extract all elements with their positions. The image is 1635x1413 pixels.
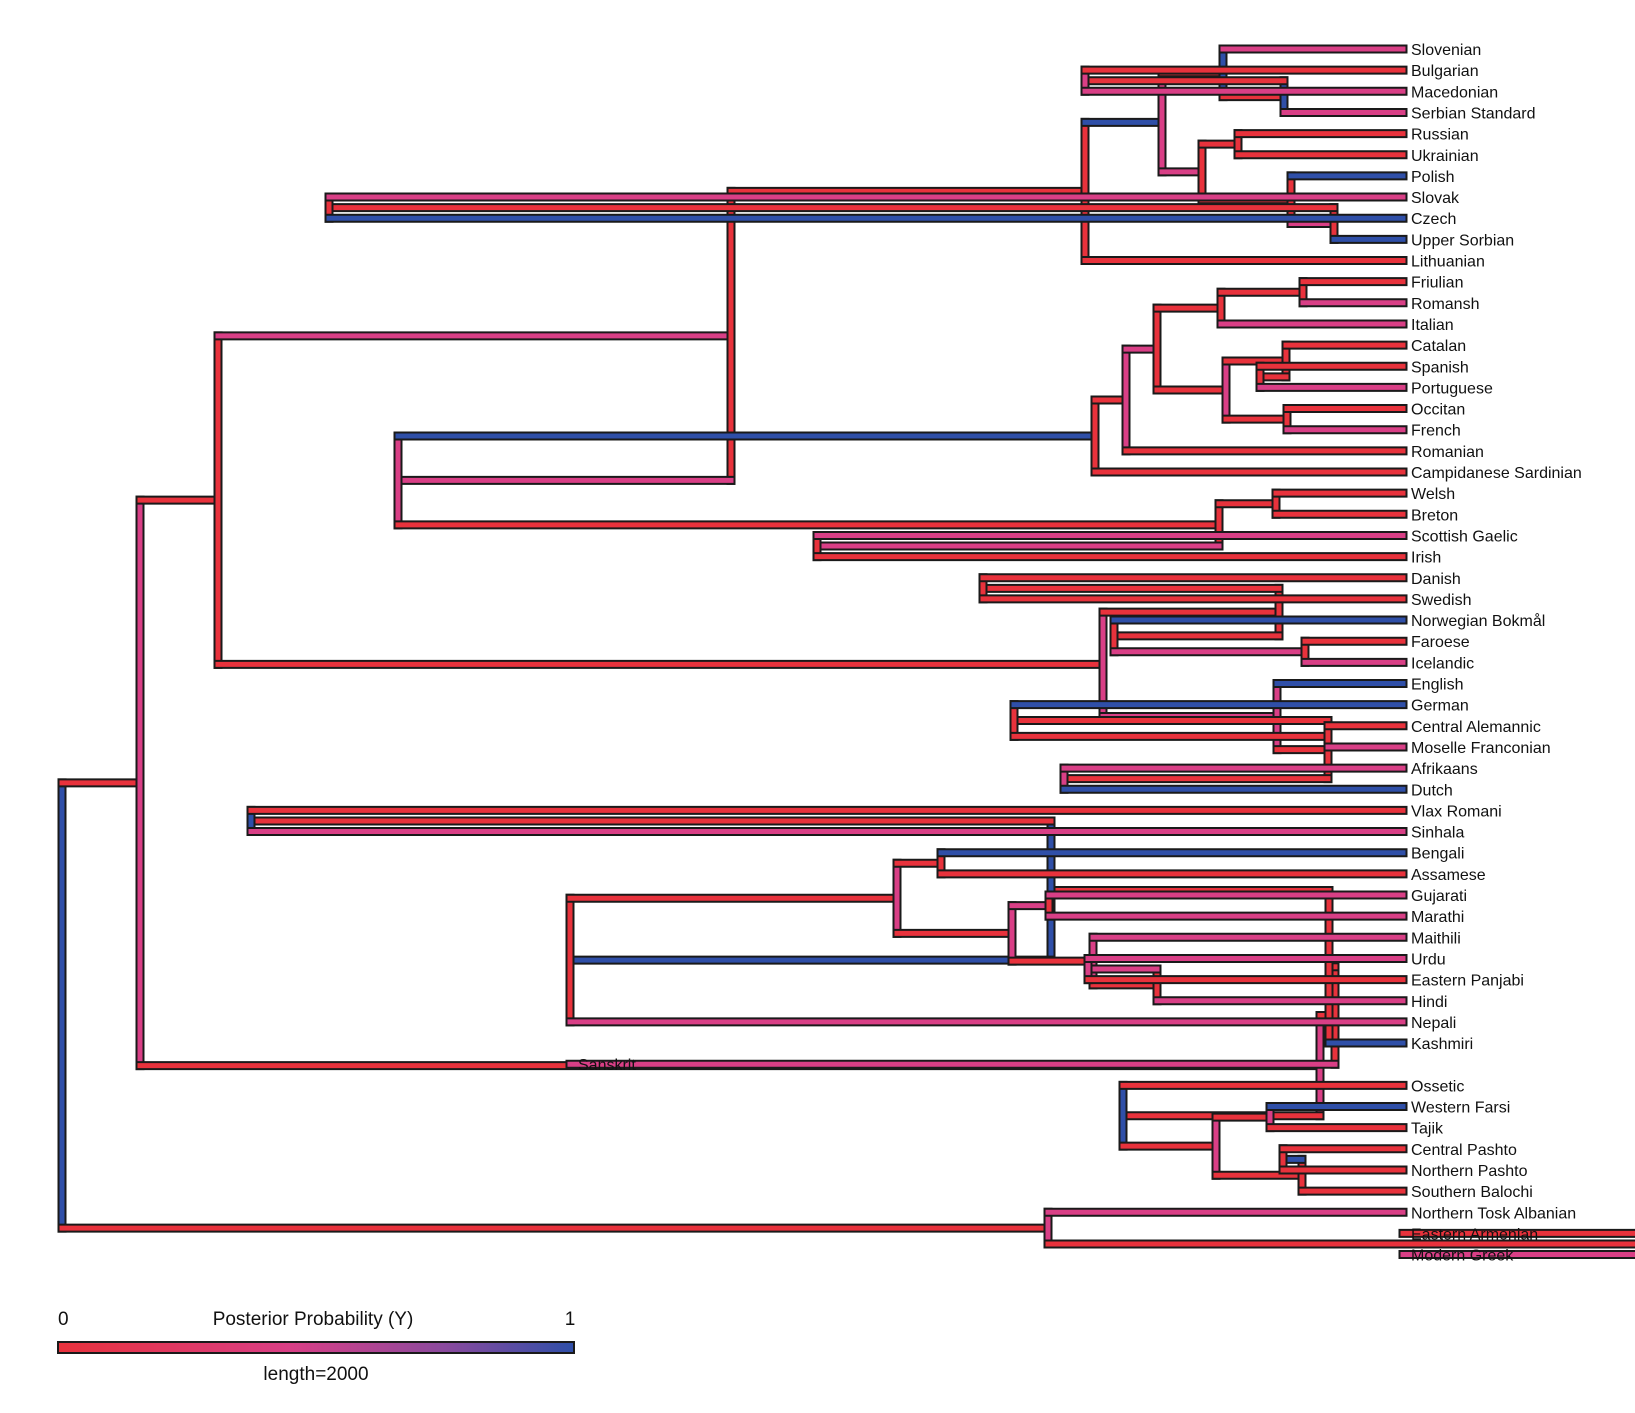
- leaf-label-dutch: Dutch: [1411, 782, 1453, 799]
- leaf-label-serbian-standard: Serbian Standard: [1411, 105, 1536, 122]
- legend-color-bar: [57, 1341, 575, 1354]
- leaf-label-irish: Irish: [1411, 550, 1441, 567]
- leaf-label-ukrainian: Ukrainian: [1411, 148, 1479, 165]
- leaf-label-ossetic: Ossetic: [1411, 1078, 1464, 1095]
- leaf-label-nepali: Nepali: [1411, 1015, 1456, 1032]
- legend-min-label: 0: [58, 1309, 69, 1330]
- leaf-label-western-farsi: Western Farsi: [1411, 1100, 1510, 1117]
- tree-branches: [57, 44, 1635, 1260]
- leaf-label-northern-tosk-albanian: Northern Tosk Albanian: [1411, 1205, 1576, 1222]
- leaf-label-modern-greek: Modern Greek: [1411, 1248, 1514, 1265]
- leaf-label-kashmiri: Kashmiri: [1411, 1036, 1473, 1053]
- leaf-label-german: German: [1411, 698, 1469, 715]
- leaf-label-bengali: Bengali: [1411, 846, 1464, 863]
- leaf-label-northern-pashto: Northern Pashto: [1411, 1163, 1528, 1180]
- leaf-label-catalan: Catalan: [1411, 338, 1466, 355]
- leaf-label-maithili: Maithili: [1411, 930, 1461, 947]
- leaf-label-romansh: Romansh: [1411, 296, 1479, 313]
- leaf-labels: Slovenian Bulgarian Macedonian Serbian Stan…: [578, 42, 1582, 1265]
- leaf-label-marathi: Marathi: [1411, 909, 1464, 926]
- leaf-label-assamese: Assamese: [1411, 867, 1486, 884]
- leaf-label-campidanese-sardinian: Campidanese Sardinian: [1411, 465, 1582, 482]
- leaf-label-gujarati: Gujarati: [1411, 888, 1467, 905]
- leaf-label-central-alemannic: Central Alemannic: [1411, 719, 1541, 736]
- leaf-label-afrikaans: Afrikaans: [1411, 761, 1478, 778]
- leaf-label-spanish: Spanish: [1411, 359, 1469, 376]
- leaf-label-danish: Danish: [1411, 571, 1461, 588]
- leaf-label-breton: Breton: [1411, 507, 1458, 524]
- leaf-label-tajik: Tajik: [1411, 1121, 1444, 1138]
- leaf-label-occitan: Occitan: [1411, 402, 1465, 419]
- probability-legend: 0 Posterior Probability (Y) 1 length=200…: [57, 1309, 576, 1385]
- leaf-label-friulian: Friulian: [1411, 275, 1463, 292]
- legend-max-label: 1: [565, 1309, 576, 1330]
- leaf-label-eastern-panjabi: Eastern Panjabi: [1411, 973, 1524, 990]
- leaf-label-urdu: Urdu: [1411, 951, 1446, 968]
- leaf-label-moselle-franconian: Moselle Franconian: [1411, 740, 1551, 757]
- leaf-label-slovenian: Slovenian: [1411, 42, 1481, 59]
- leaf-label-italian: Italian: [1411, 317, 1454, 334]
- leaf-label-southern-balochi: Southern Balochi: [1411, 1184, 1533, 1201]
- leaf-label-polish: Polish: [1411, 169, 1455, 186]
- leaf-label-lithuanian: Lithuanian: [1411, 254, 1485, 271]
- leaf-label-upper-sorbian: Upper Sorbian: [1411, 232, 1514, 249]
- leaf-label-slovak: Slovak: [1411, 190, 1460, 207]
- leaf-label-hindi: Hindi: [1411, 994, 1447, 1011]
- leaf-label-sinhala: Sinhala: [1411, 825, 1464, 842]
- leaf-label-faroese: Faroese: [1411, 634, 1470, 651]
- leaf-label-sanskrit: Sanskrit: [578, 1057, 636, 1074]
- legend-scale-label: length=2000: [263, 1364, 368, 1385]
- leaf-label-norwegian-bokm-l: Norwegian Bokmål: [1411, 612, 1545, 630]
- leaf-label-central-pashto: Central Pashto: [1411, 1142, 1517, 1159]
- leaf-label-czech: Czech: [1411, 211, 1456, 228]
- leaf-label-eastern-armenian: Eastern Armenian: [1411, 1226, 1538, 1243]
- leaf-label-english: English: [1411, 677, 1463, 694]
- leaf-label-bulgarian: Bulgarian: [1411, 63, 1479, 80]
- leaf-label-russian: Russian: [1411, 127, 1469, 144]
- leaf-label-swedish: Swedish: [1411, 592, 1471, 609]
- leaf-label-macedonian: Macedonian: [1411, 84, 1498, 101]
- leaf-label-french: French: [1411, 423, 1461, 440]
- leaf-label-icelandic: Icelandic: [1411, 655, 1474, 672]
- leaf-label-welsh: Welsh: [1411, 486, 1455, 503]
- leaf-label-romanian: Romanian: [1411, 444, 1484, 461]
- leaf-label-vlax-romani: Vlax Romani: [1411, 803, 1502, 820]
- legend-title: Posterior Probability (Y): [213, 1309, 414, 1330]
- leaf-label-scottish-gaelic: Scottish Gaelic: [1411, 528, 1518, 545]
- leaf-label-portuguese: Portuguese: [1411, 380, 1493, 397]
